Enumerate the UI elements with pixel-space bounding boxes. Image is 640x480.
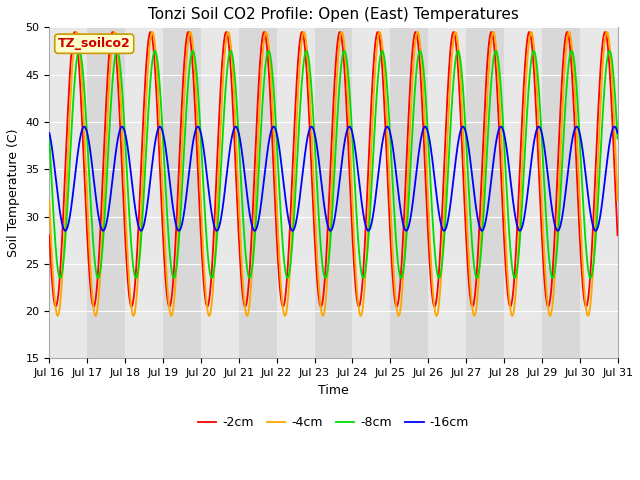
- -2cm: [113, 61, 121, 67]
- Bar: [390, 27, 428, 359]
- -16cm: [299, 171, 307, 177]
- Bar: [542, 27, 580, 359]
- -16cm: [614, 130, 621, 136]
- -8cm: [416, 48, 424, 54]
- -16cm: [45, 130, 53, 136]
- -4cm: [90, 306, 97, 312]
- -16cm: [309, 125, 317, 131]
- Bar: [125, 27, 163, 359]
- -8cm: [113, 48, 120, 54]
- -2cm: [614, 232, 621, 238]
- -16cm: [90, 176, 97, 182]
- -4cm: [287, 252, 294, 257]
- Y-axis label: Soil Temperature (C): Soil Temperature (C): [7, 129, 20, 257]
- -2cm: [90, 303, 97, 309]
- -16cm: [113, 143, 121, 148]
- Title: Tonzi Soil CO2 Profile: Open (East) Temperatures: Tonzi Soil CO2 Profile: Open (East) Temp…: [148, 7, 519, 22]
- Bar: [314, 27, 353, 359]
- -4cm: [614, 198, 621, 204]
- Bar: [353, 27, 390, 359]
- Legend: -2cm, -4cm, -8cm, -16cm: -2cm, -4cm, -8cm, -16cm: [193, 411, 474, 434]
- -4cm: [309, 157, 317, 163]
- Line: -2cm: -2cm: [49, 32, 618, 306]
- -4cm: [113, 39, 121, 45]
- Bar: [163, 27, 201, 359]
- -8cm: [369, 162, 376, 168]
- -8cm: [287, 262, 294, 268]
- Bar: [87, 27, 125, 359]
- Bar: [276, 27, 314, 359]
- -16cm: [611, 124, 618, 130]
- Bar: [428, 27, 466, 359]
- -8cm: [298, 75, 306, 81]
- Bar: [466, 27, 504, 359]
- Line: -8cm: -8cm: [49, 51, 618, 278]
- -8cm: [308, 99, 316, 105]
- -4cm: [54, 313, 61, 319]
- -2cm: [45, 232, 53, 238]
- Bar: [504, 27, 542, 359]
- -4cm: [45, 198, 53, 204]
- -8cm: [90, 241, 97, 247]
- -2cm: [287, 205, 294, 211]
- -8cm: [45, 136, 53, 142]
- -8cm: [614, 136, 621, 142]
- -4cm: [369, 106, 377, 112]
- Line: -16cm: -16cm: [49, 127, 618, 231]
- -2cm: [369, 69, 377, 75]
- X-axis label: Time: Time: [318, 384, 349, 397]
- Bar: [49, 27, 87, 359]
- Bar: [201, 27, 239, 359]
- -16cm: [287, 226, 294, 231]
- Bar: [580, 27, 618, 359]
- -2cm: [601, 29, 609, 35]
- -8cm: [435, 275, 443, 281]
- -4cm: [603, 29, 611, 35]
- Bar: [239, 27, 276, 359]
- -4cm: [299, 33, 307, 38]
- -2cm: [52, 303, 60, 309]
- Text: TZ_soilco2: TZ_soilco2: [58, 37, 131, 50]
- -16cm: [61, 228, 69, 234]
- Line: -4cm: -4cm: [49, 32, 618, 316]
- -16cm: [369, 213, 377, 218]
- -2cm: [299, 30, 307, 36]
- -2cm: [309, 196, 317, 202]
